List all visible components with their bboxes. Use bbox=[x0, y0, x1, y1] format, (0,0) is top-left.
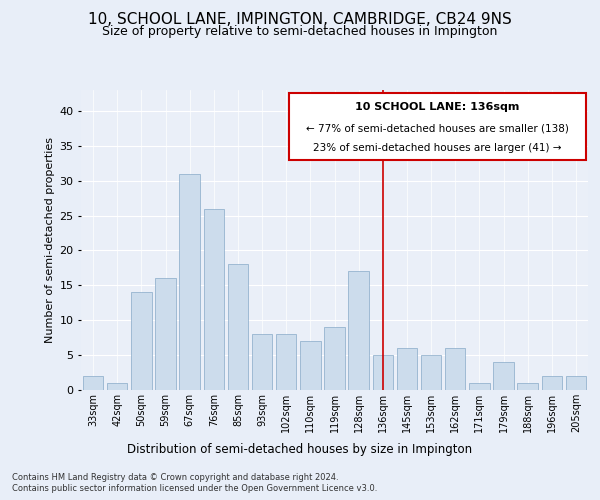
Text: Contains HM Land Registry data © Crown copyright and database right 2024.: Contains HM Land Registry data © Crown c… bbox=[12, 472, 338, 482]
Y-axis label: Number of semi-detached properties: Number of semi-detached properties bbox=[45, 137, 55, 343]
Bar bbox=[349, 272, 369, 390]
Bar bbox=[276, 334, 296, 390]
Text: Distribution of semi-detached houses by size in Impington: Distribution of semi-detached houses by … bbox=[127, 442, 473, 456]
Bar bbox=[469, 383, 490, 390]
Text: 23% of semi-detached houses are larger (41) →: 23% of semi-detached houses are larger (… bbox=[313, 143, 562, 153]
Bar bbox=[107, 383, 127, 390]
Bar bbox=[83, 376, 103, 390]
Bar bbox=[179, 174, 200, 390]
FancyBboxPatch shape bbox=[289, 94, 586, 160]
Bar bbox=[203, 208, 224, 390]
Text: 10 SCHOOL LANE: 136sqm: 10 SCHOOL LANE: 136sqm bbox=[355, 102, 519, 113]
Bar bbox=[227, 264, 248, 390]
Bar bbox=[445, 348, 466, 390]
Bar bbox=[397, 348, 417, 390]
Bar bbox=[517, 383, 538, 390]
Bar bbox=[131, 292, 152, 390]
Bar bbox=[421, 355, 442, 390]
Bar bbox=[566, 376, 586, 390]
Bar bbox=[300, 341, 320, 390]
Text: Size of property relative to semi-detached houses in Impington: Size of property relative to semi-detach… bbox=[103, 25, 497, 38]
Bar bbox=[155, 278, 176, 390]
Bar bbox=[373, 355, 393, 390]
Bar bbox=[252, 334, 272, 390]
Text: ← 77% of semi-detached houses are smaller (138): ← 77% of semi-detached houses are smalle… bbox=[305, 124, 569, 134]
Bar bbox=[493, 362, 514, 390]
Bar bbox=[324, 327, 345, 390]
Text: Contains public sector information licensed under the Open Government Licence v3: Contains public sector information licen… bbox=[12, 484, 377, 493]
Text: 10, SCHOOL LANE, IMPINGTON, CAMBRIDGE, CB24 9NS: 10, SCHOOL LANE, IMPINGTON, CAMBRIDGE, C… bbox=[88, 12, 512, 28]
Bar bbox=[542, 376, 562, 390]
